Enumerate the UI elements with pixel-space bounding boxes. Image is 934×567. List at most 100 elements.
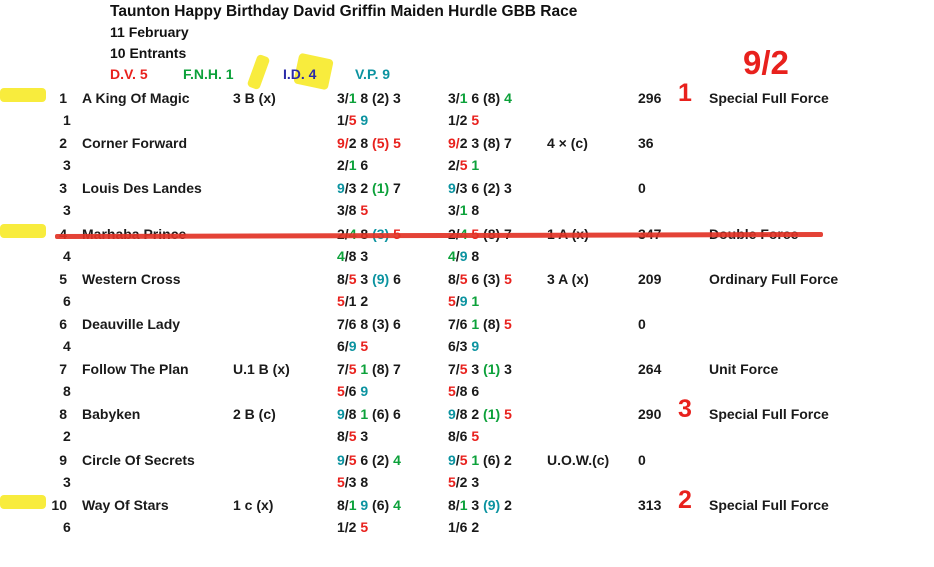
figure-segment: (9) xyxy=(372,270,390,287)
figure-segment: 3 xyxy=(467,361,484,378)
figure-segment: 3/ xyxy=(448,90,460,106)
figures-group-1-line2: 2/1 6 xyxy=(337,157,368,173)
figure-segment: 1 xyxy=(348,90,357,106)
figure-segment: 1/2 xyxy=(448,112,472,128)
figure-segment: (5) xyxy=(372,135,390,152)
figures-group-2-line2: 1/2 5 xyxy=(448,112,479,128)
row-number: 2 xyxy=(59,135,67,152)
figure-segment: 7/ xyxy=(337,361,349,378)
horse-name: Western Cross xyxy=(82,270,181,287)
figure-segment: 3 xyxy=(356,428,369,445)
figure-segment: 2/ xyxy=(337,157,349,174)
horse-name: Way Of Stars xyxy=(82,496,169,513)
horse-name: Corner Forward xyxy=(82,135,188,152)
figure-segment: / xyxy=(455,292,460,309)
figures-group-2: 8/5 6 (3) 5 xyxy=(448,271,512,287)
figure-segment: 5 xyxy=(337,292,345,309)
figure-segment: 9 xyxy=(360,383,369,400)
figures-group-2-line2: 1/6 2 xyxy=(448,519,479,535)
force-label: Unit Force xyxy=(709,361,779,378)
figure-segment: 5 xyxy=(448,473,456,490)
figure-segment: 5 xyxy=(360,202,369,219)
figures-group-2: 9/8 2 (1) 5 xyxy=(448,406,512,422)
figure-segment: 5 xyxy=(471,428,480,445)
row-subnumber: 1 xyxy=(63,112,71,128)
modifier-note: U.1 B (x) xyxy=(233,361,290,378)
figure-segment: 5 xyxy=(348,361,357,378)
figure-segment: 1 xyxy=(459,496,468,513)
figures-group-1-line2: 1/2 5 xyxy=(337,519,368,535)
figures-group-2: 3/1 6 (8) 4 xyxy=(448,90,512,106)
figure-segment: (1) xyxy=(483,406,501,423)
figure-segment: 6 xyxy=(356,157,369,174)
figure-segment: (6) xyxy=(368,496,394,513)
extra-note: 4 × (c) xyxy=(547,135,588,152)
figure-segment: 1 xyxy=(471,157,480,174)
figure-segment: 9 xyxy=(360,496,369,513)
figure-segment: /3 2 xyxy=(344,180,373,197)
figure-segment: 5 xyxy=(504,270,512,287)
rank-annotation: 1 xyxy=(678,79,692,107)
horse-name: Babyken xyxy=(82,406,141,423)
figure-segment: /2 3 xyxy=(455,473,480,490)
figure-segment: 8/ xyxy=(448,496,460,513)
yellow-marker-bar xyxy=(0,223,46,238)
figure-segment: 5 xyxy=(360,338,369,354)
figure-segment: 3 xyxy=(467,496,484,513)
rank-annotation: 2 xyxy=(678,485,692,514)
figure-segment: 7/ xyxy=(448,361,460,378)
extra-note: U.O.W.(c) xyxy=(547,451,610,468)
row-subnumber: 3 xyxy=(63,473,71,490)
figure-segment: 5 xyxy=(393,135,401,152)
figures-group-2-line2: 8/6 5 xyxy=(448,428,479,444)
figure-segment: 1/6 2 xyxy=(448,518,480,535)
figure-segment: 6 xyxy=(389,270,401,287)
figure-segment: 1 xyxy=(360,361,369,378)
legend-item: I.D. 4 xyxy=(283,66,317,82)
figure-segment: 6/3 xyxy=(448,338,472,354)
race-title: Taunton Happy Birthday David Griffin Mai… xyxy=(110,3,578,20)
figure-segment: 9 xyxy=(337,451,345,468)
figures-group-1: 9/8 1 (6) 6 xyxy=(337,406,401,422)
row-subnumber: 3 xyxy=(63,202,71,219)
row-number: 5 xyxy=(59,270,67,287)
horse-name: A King Of Magic xyxy=(82,90,190,106)
figure-segment: 1/ xyxy=(337,112,349,128)
figures-group-2-line2: 5/2 3 xyxy=(448,474,479,490)
row-subnumber: 3 xyxy=(63,157,71,174)
figure-segment: 7/6 xyxy=(448,316,472,332)
rank-annotation: 3 xyxy=(678,395,692,424)
figure-segment: 9 xyxy=(448,451,456,468)
figure-segment: 4 xyxy=(448,247,456,264)
figure-segment: 5 xyxy=(360,518,369,535)
figure-segment: 8 xyxy=(467,247,480,264)
figure-segment: 9/ xyxy=(337,135,349,152)
yellow-marker-bar xyxy=(0,88,46,102)
figure-segment: /3 8 xyxy=(344,473,369,490)
figure-segment: 5 xyxy=(504,316,512,332)
figures-group-1-line2: 5/6 9 xyxy=(337,383,368,399)
figure-segment: 5 xyxy=(448,292,456,309)
figures-group-1: 7/5 1 (8) 7 xyxy=(337,361,401,377)
figures-group-1: 3/1 8 (2) 3 xyxy=(337,90,401,106)
score-value: 313 xyxy=(638,496,662,513)
score-value: 264 xyxy=(638,361,662,378)
figure-segment: / xyxy=(455,247,460,264)
figures-group-2: 8/1 3 (9) 2 xyxy=(448,497,512,513)
yellow-marker-bar xyxy=(0,494,46,509)
score-value: 209 xyxy=(638,270,662,287)
figures-group-1-line2: 1/5 9 xyxy=(337,112,368,128)
row-subnumber: 8 xyxy=(63,383,71,400)
figure-segment: 5 xyxy=(471,112,480,128)
legend-item: D.V. 5 xyxy=(110,66,148,82)
figures-group-2-line2: 4/9 8 xyxy=(448,248,479,264)
figures-group-2-line2: 3/1 8 xyxy=(448,202,479,218)
figures-group-2: 9/5 1 (6) 2 xyxy=(448,452,512,468)
figure-segment: /6 xyxy=(344,383,361,400)
figures-group-1-line2: 5/1 2 xyxy=(337,293,368,309)
figure-segment: 6 (3) xyxy=(467,270,505,287)
figure-segment: / xyxy=(344,451,349,468)
figure-segment: 6/ xyxy=(337,338,349,354)
figure-segment: 8/ xyxy=(337,270,349,287)
figure-segment: 1 xyxy=(348,157,357,174)
